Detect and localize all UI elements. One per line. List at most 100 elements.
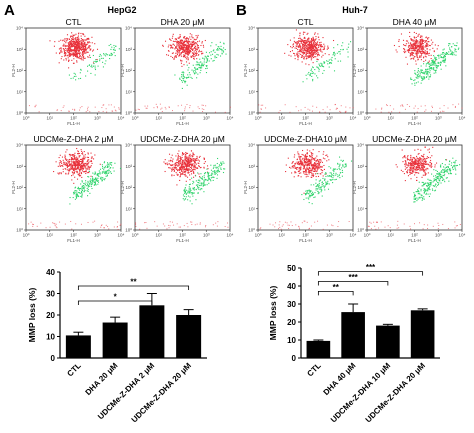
red-event: [410, 54, 412, 56]
red-event: [197, 45, 199, 47]
red-event: [300, 156, 302, 158]
green-event: [88, 64, 91, 66]
red-event: [76, 61, 78, 63]
green-event: [327, 175, 329, 177]
red-event: [310, 153, 313, 155]
red-event: [191, 160, 193, 162]
red-event: [424, 174, 426, 176]
red-event: [280, 228, 282, 230]
green-event: [312, 67, 314, 69]
green-event: [190, 192, 192, 194]
red-event: [79, 165, 82, 168]
red-event: [297, 45, 299, 47]
green-event: [203, 57, 205, 59]
flow-x-tick: 10⁰: [364, 233, 371, 238]
red-event: [304, 31, 306, 33]
green-event: [94, 182, 96, 184]
red-event: [315, 167, 317, 169]
red-event: [201, 52, 203, 54]
red-event: [75, 45, 78, 47]
green-event: [89, 182, 91, 184]
green-event: [427, 182, 429, 184]
red-event: [71, 49, 73, 51]
green-event: [435, 66, 437, 68]
red-event: [173, 174, 175, 176]
red-event: [295, 29, 297, 31]
red-event: [301, 158, 303, 160]
green-event: [75, 194, 77, 196]
green-event: [436, 180, 438, 182]
red-event: [183, 225, 185, 227]
red-event: [299, 160, 301, 162]
red-event: [185, 180, 187, 182]
red-event: [420, 162, 422, 164]
red-event: [423, 170, 425, 172]
red-event: [204, 39, 206, 42]
red-event: [420, 166, 422, 168]
green-event: [445, 170, 447, 172]
green-event: [90, 65, 92, 68]
red-event: [299, 51, 301, 53]
red-event: [90, 48, 92, 50]
green-event: [417, 198, 419, 200]
red-event: [384, 226, 386, 228]
red-event: [94, 43, 96, 45]
green-event: [310, 190, 312, 192]
red-event: [308, 47, 310, 49]
red-event: [184, 40, 186, 43]
red-event: [77, 153, 79, 155]
green-event: [426, 68, 428, 71]
red-event: [103, 104, 105, 106]
red-event: [314, 46, 317, 49]
green-event: [437, 65, 439, 67]
green-event: [105, 60, 107, 62]
red-event: [70, 49, 72, 51]
flow-x-tick: 10⁰: [23, 116, 30, 121]
red-event: [412, 40, 414, 42]
red-event: [81, 59, 83, 61]
red-event: [309, 54, 311, 56]
green-event: [324, 189, 326, 191]
red-event: [67, 165, 69, 167]
green-event: [95, 184, 97, 186]
red-event: [312, 174, 314, 176]
red-event: [426, 48, 428, 50]
red-event: [396, 51, 398, 53]
red-event: [315, 175, 317, 178]
red-event: [193, 52, 195, 54]
flow-y-tick: 10²: [248, 185, 255, 190]
red-event: [166, 54, 168, 56]
red-event: [32, 223, 34, 225]
red-event: [82, 161, 84, 164]
red-event: [302, 47, 304, 49]
flow-x-tick: 10²: [179, 233, 186, 238]
red-event: [190, 157, 192, 159]
red-event: [417, 165, 419, 167]
green-event: [210, 180, 212, 182]
green-event: [220, 45, 222, 47]
red-event: [71, 39, 74, 41]
red-event: [315, 50, 318, 52]
red-event: [410, 156, 412, 158]
red-event: [170, 164, 173, 167]
flow-y-tick: 10⁴: [125, 26, 132, 31]
green-event: [418, 192, 420, 194]
green-event: [78, 195, 80, 198]
green-event: [201, 64, 204, 66]
red-event: [194, 162, 196, 164]
red-event: [196, 223, 198, 225]
green-event: [429, 189, 431, 191]
green-event: [110, 167, 112, 169]
red-event: [184, 43, 186, 45]
green-event: [442, 171, 444, 173]
red-event: [188, 45, 190, 47]
red-event: [78, 163, 80, 165]
green-event: [427, 73, 429, 75]
red-event: [63, 55, 66, 57]
green-event: [202, 65, 205, 67]
red-event: [82, 157, 85, 159]
red-event: [418, 50, 420, 53]
red-event: [348, 221, 350, 223]
red-event: [174, 38, 176, 40]
red-event: [422, 40, 425, 42]
